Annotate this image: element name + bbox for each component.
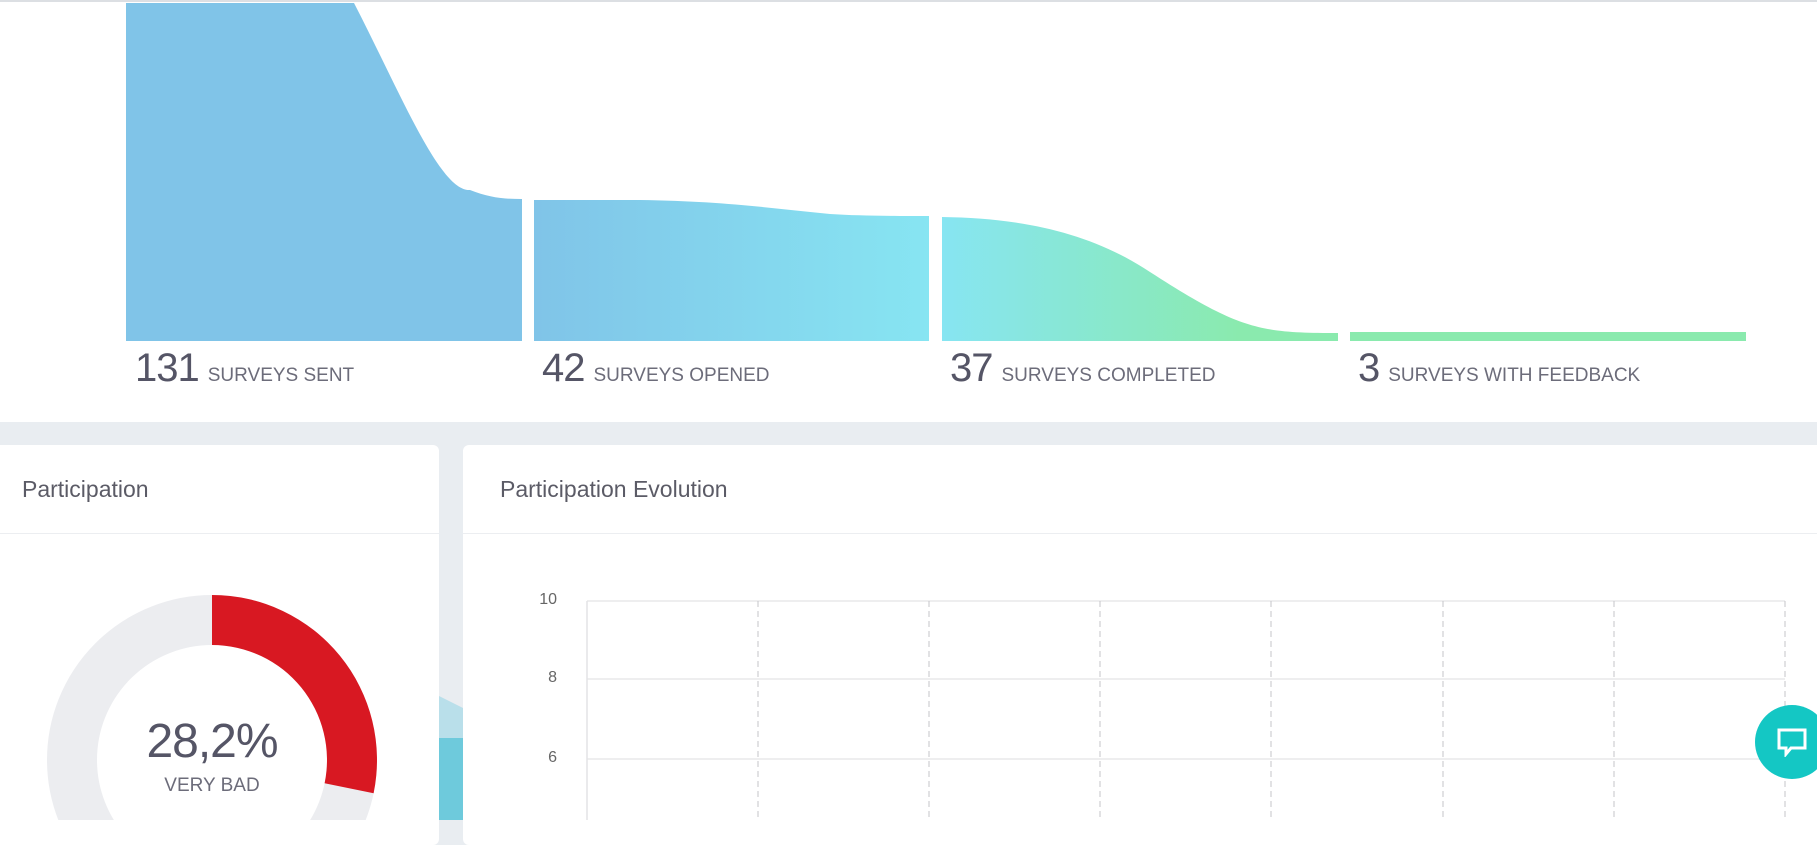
participation-rating: VERY BAD xyxy=(164,775,260,796)
stage-label: SURVEYS WITH FEEDBACK xyxy=(1388,365,1641,386)
funnel-stage-feedback[interactable] xyxy=(1350,332,1746,341)
stage-value: 37 xyxy=(950,346,993,390)
chat-bubble-icon xyxy=(1777,728,1807,757)
stage-label: SURVEYS COMPLETED xyxy=(1001,365,1216,386)
evolution-chart-grid xyxy=(586,600,1786,820)
participation-donut xyxy=(47,595,377,820)
stage-label: SURVEYS OPENED xyxy=(593,365,770,386)
y-tick-label: 10 xyxy=(539,591,557,608)
stage-value: 131 xyxy=(135,346,200,390)
card-header: Participation xyxy=(0,445,439,534)
stage-value: 42 xyxy=(542,346,585,390)
funnel-chart xyxy=(126,3,1746,341)
funnel-label-sent: 131 SURVEYS SENT xyxy=(135,346,354,391)
participation-evolution-card: Participation Evolution xyxy=(463,445,1817,845)
donut-arc[interactable] xyxy=(212,595,377,794)
funnel-label-feedback: 3 SURVEYS WITH FEEDBACK xyxy=(1358,346,1640,391)
stage-value: 3 xyxy=(1358,346,1380,390)
participation-percentage: 28,2% xyxy=(146,715,278,768)
chat-button[interactable] xyxy=(1755,705,1817,779)
funnel-card: 131 SURVEYS SENT 42 SURVEYS OPENED 37 SU… xyxy=(0,0,1817,422)
y-tick-label: 8 xyxy=(548,669,557,686)
funnel-stage-opened[interactable] xyxy=(534,200,929,341)
funnel-stage-sent[interactable] xyxy=(126,3,522,341)
y-tick-label: 6 xyxy=(548,749,557,766)
participation-title: Participation xyxy=(22,475,149,502)
participation-evolution-title: Participation Evolution xyxy=(500,475,728,502)
funnel-stage-completed[interactable] xyxy=(942,217,1338,341)
funnel-label-completed: 37 SURVEYS COMPLETED xyxy=(950,346,1215,391)
background-wave xyxy=(439,696,463,820)
stage-label: SURVEYS SENT xyxy=(207,365,355,386)
card-header: Participation Evolution xyxy=(463,445,1817,534)
funnel-label-opened: 42 SURVEYS OPENED xyxy=(542,346,769,391)
